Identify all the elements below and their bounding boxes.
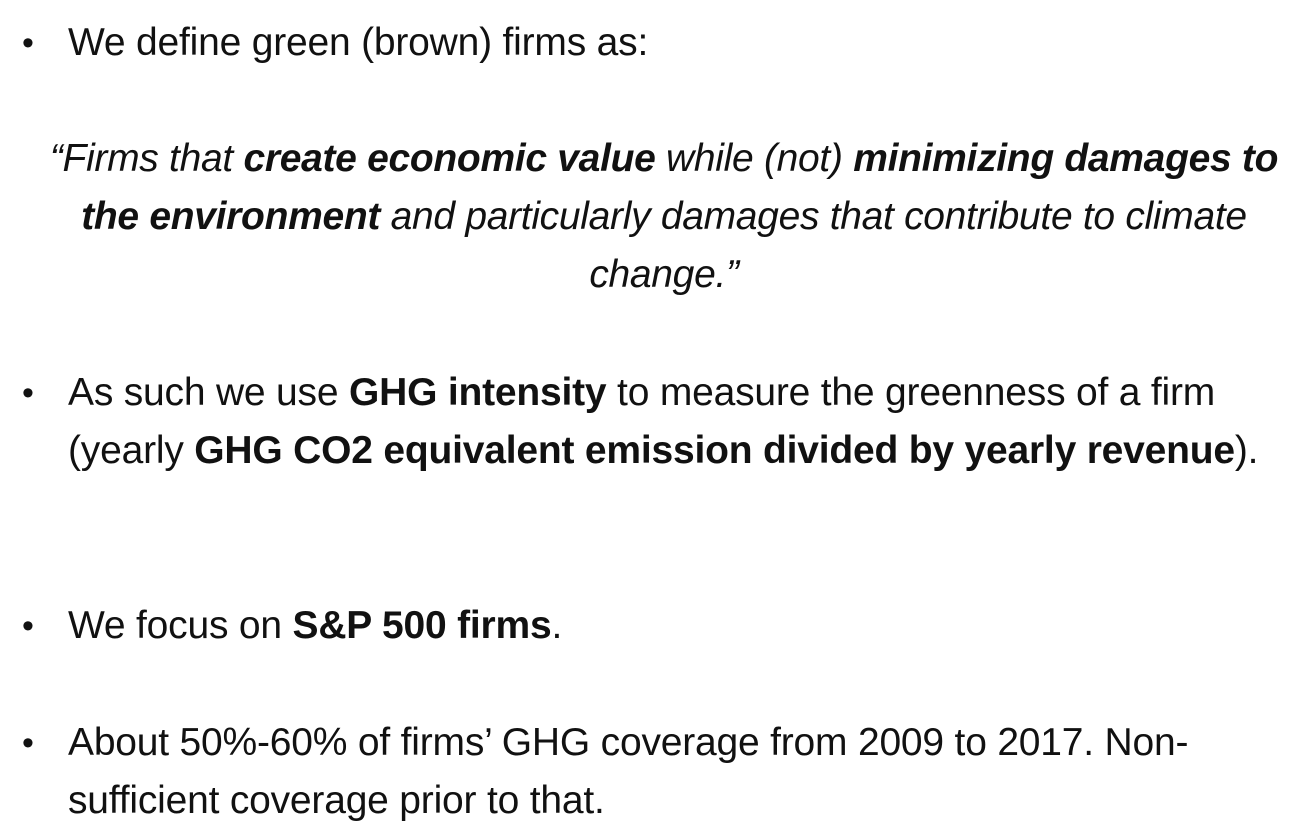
- bullet-definition-text: We define green (brown) firms as:: [68, 21, 649, 64]
- ghg-bold-1: GHG intensity: [348, 371, 607, 414]
- sp500-bold: S&P 500 firms: [292, 604, 552, 647]
- ghg-bold-2: GHG CO2 equivalent emission divided by y…: [194, 429, 1235, 472]
- ghg-text-1: As such we use: [68, 371, 349, 414]
- quote-text-1: “Firms that: [49, 137, 244, 180]
- bullet-dot: •: [22, 724, 34, 762]
- ghg-text-2: to measure the greenness of a firm (year…: [68, 371, 1216, 472]
- bullet-sp500: • We focus on S&P 500 firms.: [22, 597, 1282, 655]
- quote-bold-2: minimizing damages to the environment: [81, 137, 1279, 238]
- bullet-dot: •: [22, 24, 34, 62]
- sp500-text-1: We focus on: [68, 604, 293, 647]
- sp500-text-2: .: [551, 604, 563, 647]
- quote-bold-1: create economic value: [243, 137, 656, 180]
- bullet-sp500-text: We focus on S&P 500 firms.: [68, 597, 1282, 655]
- bullet-coverage-text: About 50%-60% of firms’ GHG coverage fro…: [68, 721, 1189, 822]
- bullet-dot: •: [22, 374, 34, 412]
- definition-quote: “Firms that create economic value while …: [40, 130, 1288, 304]
- bullet-definition: • We define green (brown) firms as:: [22, 14, 1282, 72]
- quote-text-3: and particularly damages that contribute…: [380, 195, 1247, 296]
- ghg-text-3: ).: [1234, 429, 1259, 472]
- bullet-ghg-intensity-text: As such we use GHG intensity to measure …: [68, 364, 1282, 480]
- bullet-coverage: • About 50%-60% of firms’ GHG coverage f…: [22, 714, 1282, 830]
- bullet-dot: •: [22, 607, 34, 645]
- bullet-ghg-intensity: • As such we use GHG intensity to measur…: [22, 364, 1282, 480]
- quote-text-2: while (not): [655, 137, 854, 180]
